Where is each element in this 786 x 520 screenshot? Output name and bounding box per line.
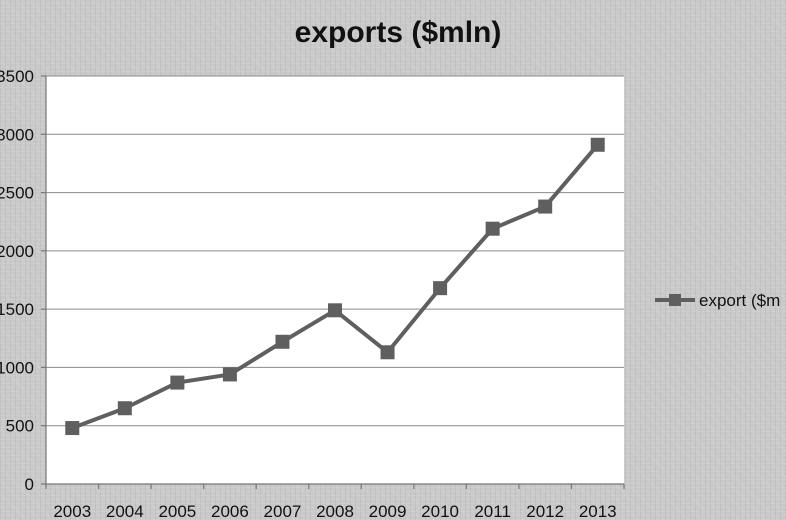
- data-point: [485, 221, 500, 236]
- data-point: [170, 375, 185, 390]
- legend-label: export ($m: [699, 291, 780, 310]
- y-tick-label: 3000: [0, 125, 34, 144]
- y-tick-label: 3500: [0, 67, 34, 86]
- y-tick-label: 0: [25, 475, 34, 494]
- x-tick-label: 2010: [421, 502, 459, 520]
- data-point: [222, 367, 237, 382]
- y-tick-label: 1500: [0, 300, 34, 319]
- data-point: [538, 199, 553, 214]
- x-tick-label: 2012: [526, 502, 564, 520]
- data-point: [275, 334, 290, 349]
- x-tick-label: 2007: [264, 502, 302, 520]
- legend-marker: [669, 294, 681, 306]
- x-tick-label: 2005: [158, 502, 196, 520]
- data-point: [117, 401, 132, 416]
- x-tick-label: 2011: [474, 502, 511, 520]
- x-tick-label: 2003: [53, 502, 91, 520]
- y-tick-label: 1000: [0, 358, 34, 377]
- data-point: [433, 281, 448, 296]
- x-tick-label: 2006: [211, 502, 249, 520]
- x-tick-label: 2009: [369, 502, 407, 520]
- legend: export ($m: [655, 291, 780, 310]
- y-tick-label: 2500: [0, 184, 34, 203]
- plot-area: [46, 76, 624, 484]
- axes: 0 500 1000 1500 2000 2500 3000 3500 2003 2004 2005…: [0, 67, 625, 520]
- data-point: [380, 345, 395, 360]
- x-tick-label: 2004: [106, 502, 144, 520]
- data-point: [328, 303, 342, 318]
- series-layer: [65, 137, 605, 436]
- x-tick-label: 2008: [316, 502, 354, 520]
- y-tick-label: 2000: [0, 242, 34, 261]
- x-tick-label: 2013: [579, 502, 617, 520]
- y-tick-label: 500: [6, 417, 34, 436]
- data-point: [65, 421, 80, 436]
- chart-title: exports ($mln): [295, 16, 502, 49]
- data-point: [590, 137, 605, 152]
